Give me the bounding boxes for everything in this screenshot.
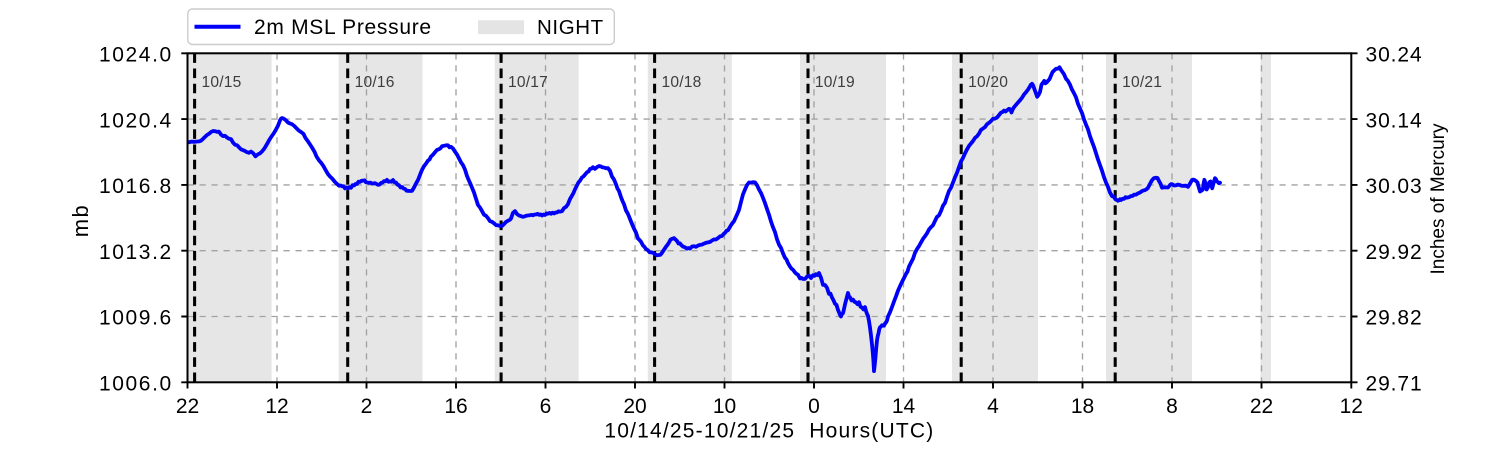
svg-text:1006.0: 1006.0 bbox=[99, 373, 173, 396]
svg-text:1009.6: 1009.6 bbox=[99, 307, 173, 330]
svg-text:0: 0 bbox=[808, 395, 820, 418]
svg-text:mb: mb bbox=[68, 204, 93, 238]
svg-text:10/14/25-10/21/25 Hours(UTC): 10/14/25-10/21/25 Hours(UTC) bbox=[604, 419, 934, 442]
svg-text:2: 2 bbox=[361, 395, 373, 418]
svg-text:10/17: 10/17 bbox=[508, 74, 548, 91]
svg-text:4: 4 bbox=[987, 395, 999, 418]
svg-text:29.82: 29.82 bbox=[1366, 307, 1423, 330]
svg-text:8: 8 bbox=[1166, 395, 1178, 418]
svg-text:29.71: 29.71 bbox=[1366, 373, 1423, 396]
svg-text:1024.0: 1024.0 bbox=[99, 44, 173, 67]
svg-text:12: 12 bbox=[1340, 395, 1363, 418]
svg-text:30.14: 30.14 bbox=[1366, 109, 1423, 132]
svg-text:6: 6 bbox=[540, 395, 552, 418]
svg-text:12: 12 bbox=[265, 395, 288, 418]
svg-text:2m MSL Pressure: 2m MSL Pressure bbox=[254, 16, 432, 39]
svg-text:30.03: 30.03 bbox=[1366, 175, 1423, 198]
svg-text:16: 16 bbox=[444, 395, 467, 418]
svg-text:20: 20 bbox=[623, 395, 646, 418]
svg-text:1013.2: 1013.2 bbox=[99, 241, 173, 264]
svg-text:22: 22 bbox=[1250, 395, 1273, 418]
svg-text:10/21: 10/21 bbox=[1122, 74, 1162, 91]
svg-text:10/15: 10/15 bbox=[202, 74, 242, 91]
svg-text:29.92: 29.92 bbox=[1366, 241, 1423, 264]
svg-text:18: 18 bbox=[1071, 395, 1094, 418]
svg-text:1016.8: 1016.8 bbox=[99, 175, 173, 198]
svg-text:10/16: 10/16 bbox=[355, 74, 395, 91]
svg-text:10/19: 10/19 bbox=[815, 74, 855, 91]
svg-text:14: 14 bbox=[892, 395, 916, 418]
svg-text:10/18: 10/18 bbox=[662, 74, 702, 91]
svg-text:10: 10 bbox=[713, 395, 736, 418]
svg-text:30.24: 30.24 bbox=[1366, 44, 1423, 67]
svg-text:1020.4: 1020.4 bbox=[99, 109, 173, 132]
svg-text:NIGHT: NIGHT bbox=[537, 16, 604, 39]
svg-text:Inches of Mercury: Inches of Mercury bbox=[1428, 123, 1449, 274]
svg-text:22: 22 bbox=[176, 395, 199, 418]
svg-text:10/20: 10/20 bbox=[968, 74, 1008, 91]
